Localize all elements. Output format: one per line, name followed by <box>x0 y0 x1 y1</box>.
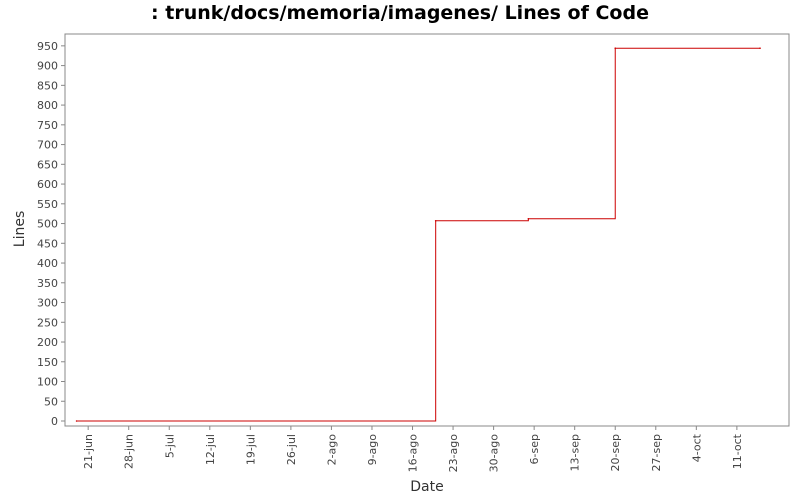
x-tick-label: 16-ago <box>407 434 420 473</box>
data-point <box>75 420 78 422</box>
y-tick-label: 350 <box>37 277 58 290</box>
y-tick-label: 300 <box>37 297 58 310</box>
x-tick-label: 9-ago <box>366 434 379 466</box>
y-tick-label: 0 <box>51 415 58 428</box>
y-axis-label: Lines <box>12 211 28 247</box>
x-tick-label: 4-oct <box>690 433 703 462</box>
y-tick-label: 550 <box>37 198 58 211</box>
y-tick-label: 200 <box>37 336 58 349</box>
x-tick-label: 23-ago <box>447 434 460 473</box>
x-tick-label: 6-sep <box>528 434 541 464</box>
y-tick-label: 450 <box>37 237 58 250</box>
y-tick-label: 800 <box>37 99 58 112</box>
y-tick-label: 100 <box>37 376 58 389</box>
x-tick-label: 12-jul <box>204 434 217 465</box>
x-tick-label: 2-ago <box>325 434 338 466</box>
y-tick-label: 750 <box>37 119 58 132</box>
y-tick-label: 250 <box>37 316 58 329</box>
y-axis: 0 50 100 150 200 250 300 350 400 450 500 550 600 650 7… <box>37 40 65 428</box>
chart-title: : trunk/docs/memoria/imagenes/ Lines of … <box>151 2 649 24</box>
x-tick-label: 26-jul <box>285 434 298 465</box>
data-point <box>434 219 437 222</box>
x-tick-label: 30-ago <box>488 434 501 473</box>
y-tick-label: 150 <box>37 356 58 369</box>
data-point <box>527 218 530 220</box>
y-tick-label: 900 <box>37 60 58 73</box>
x-axis: 21-jun 28-jun 5-jul 12-jul 19-jul 26-jul 2-ago… <box>82 426 744 472</box>
x-tick-label: 13-sep <box>569 434 582 471</box>
x-tick-label: 28-jun <box>123 434 136 469</box>
series-line <box>76 47 761 422</box>
data-point <box>759 47 761 50</box>
y-tick-label: 850 <box>37 79 58 92</box>
series-group <box>75 47 761 422</box>
x-tick-label: 27-sep <box>650 434 663 471</box>
x-tick-label: 21-jun <box>82 434 95 469</box>
x-axis-label: Date <box>410 479 443 495</box>
x-tick-label: 11-oct <box>731 433 744 469</box>
y-tick-label: 50 <box>44 395 58 408</box>
y-tick-label: 650 <box>37 158 58 171</box>
x-tick-label: 5-jul <box>163 434 176 458</box>
x-tick-label: 20-sep <box>609 434 622 471</box>
x-tick-label: 19-jul <box>244 434 257 465</box>
y-tick-label: 600 <box>37 178 58 191</box>
y-tick-label: 500 <box>37 218 58 231</box>
data-point <box>614 47 617 50</box>
y-tick-label: 400 <box>37 257 58 270</box>
y-tick-label: 700 <box>37 139 58 152</box>
y-tick-label: 950 <box>37 40 58 53</box>
plot-area <box>64 33 790 427</box>
